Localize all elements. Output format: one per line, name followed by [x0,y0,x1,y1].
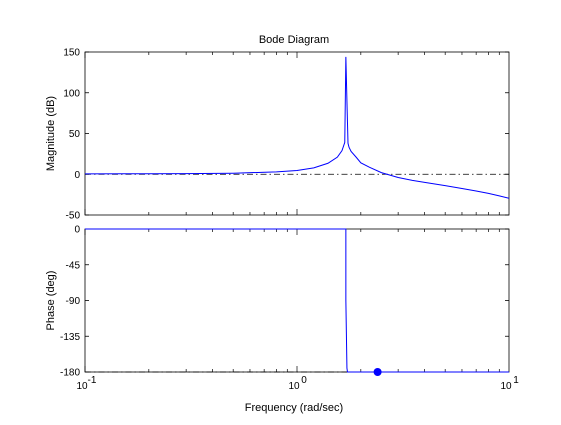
magnitude-ytick-label: 50 [69,129,81,140]
x-tick-exponent: 0 [301,375,307,386]
x-tick-exponent: -1 [88,375,97,386]
phase-axes-frame [84,228,510,373]
magnitude-ytick-label: 100 [63,88,80,99]
chart-title: Bode Diagram [259,34,329,46]
magnitude-ytick-label: -50 [66,211,81,222]
magnitude-panel: -50 0 50 100 150 Magnitude (dB) [45,48,510,222]
magnitude-axes-frame [84,51,510,216]
x-axis-label: Frequency (rad/sec) [245,402,343,414]
phase-ytick-label: -90 [66,296,81,307]
x-tick-label: 10 [76,381,88,392]
phase-ytick-label: -45 [66,260,81,271]
magnitude-y-axis-label: Magnitude (dB) [45,96,57,171]
magnitude-ytick-label: 0 [74,170,80,181]
x-tick-label: 10 [500,381,512,392]
phase-ytick-label: -135 [60,332,80,343]
phase-series-line [85,228,509,373]
phase-ytick-label: 0 [74,225,80,236]
phase-ytick-label: -180 [60,368,80,379]
x-tick-label: 10 [288,381,300,392]
magnitude-series-line [84,56,510,199]
phase-data-marker[interactable] [373,368,382,376]
x-tick-exponent: 1 [513,375,519,386]
phase-y-axis-label: Phase (deg) [45,271,57,331]
magnitude-ytick-label: 150 [63,48,80,59]
